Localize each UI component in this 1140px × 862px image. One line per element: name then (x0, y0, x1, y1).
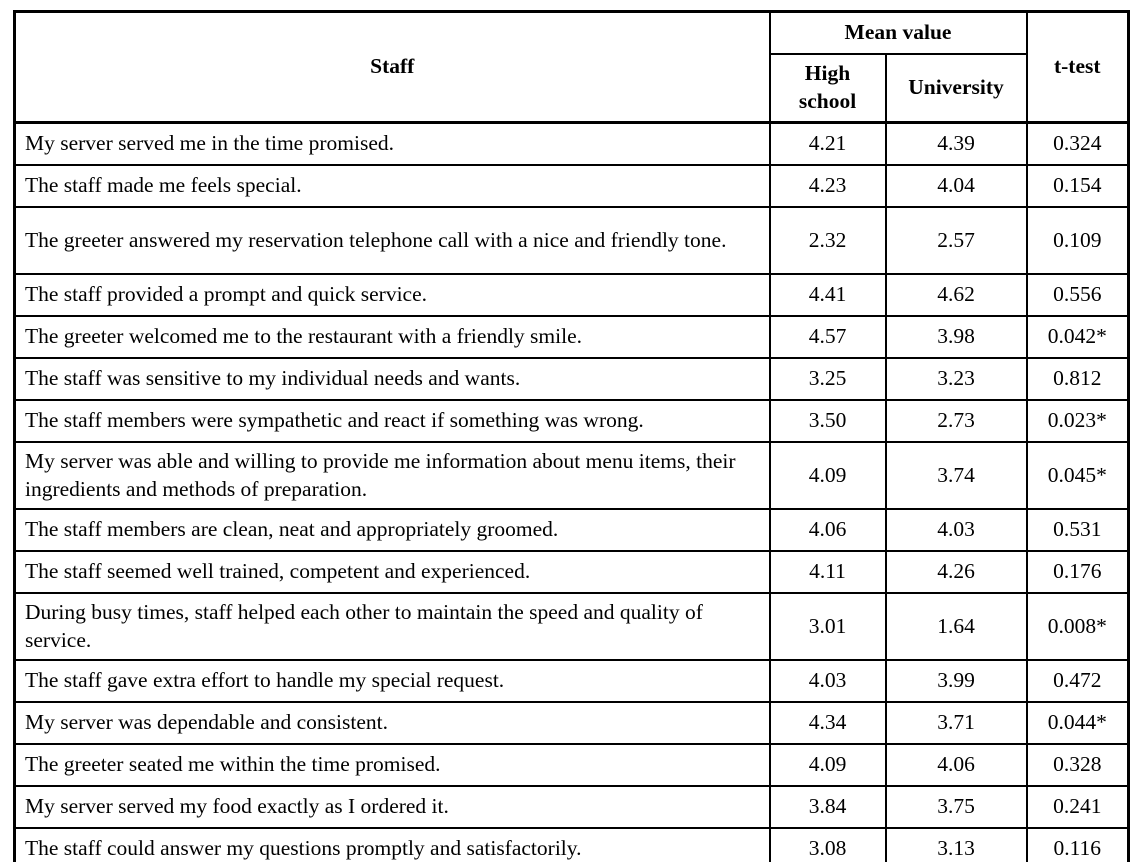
statement-cell: My server served my food exactly as I or… (13, 785, 771, 829)
university-cell: 3.13 (884, 827, 1028, 862)
statement-cell: During busy times, staff helped each oth… (13, 592, 771, 661)
t-test-cell: 0.154 (1025, 164, 1130, 208)
high-school-cell: 2.32 (768, 206, 887, 275)
table-row: During busy times, staff helped each oth… (13, 592, 1130, 661)
table-row: The staff members are clean, neat and ap… (13, 508, 1130, 552)
table-row: My server served my food exactly as I or… (13, 785, 1130, 829)
t-test-cell: 0.116 (1025, 827, 1130, 862)
statement-cell: The staff made me feels special. (13, 164, 771, 208)
university-cell: 3.74 (884, 441, 1028, 510)
university-cell: 4.26 (884, 550, 1028, 594)
header-row-top: Staff Mean value t-test (13, 10, 1130, 124)
high-school-cell: 3.84 (768, 785, 887, 829)
table-row: The staff provided a prompt and quick se… (13, 273, 1130, 317)
high-school-cell: 4.11 (768, 550, 887, 594)
high-school-cell: 4.23 (768, 164, 887, 208)
table-row: The staff gave extra effort to handle my… (13, 659, 1130, 703)
statement-cell: The staff was sensitive to my individual… (13, 357, 771, 401)
university-cell: 2.73 (884, 399, 1028, 443)
high-school-cell: 4.34 (768, 701, 887, 745)
university-cell: 3.98 (884, 315, 1028, 359)
t-test-cell: 0.176 (1025, 550, 1130, 594)
university-cell: 3.99 (884, 659, 1028, 703)
table-row: My server was dependable and consistent.… (13, 701, 1130, 745)
university-cell: 3.75 (884, 785, 1028, 829)
t-test-cell: 0.328 (1025, 743, 1130, 787)
high-school-cell: 4.21 (768, 121, 887, 166)
t-test-cell: 0.008* (1025, 592, 1130, 661)
table-row: The greeter welcomed me to the restauran… (13, 315, 1130, 359)
header-row-sub: High school University (15, 53, 1129, 124)
high-school-cell: 4.09 (768, 743, 887, 787)
statement-cell: The staff provided a prompt and quick se… (13, 273, 771, 317)
statement-cell: The staff members are clean, neat and ap… (13, 508, 771, 552)
university-cell: 1.64 (884, 592, 1028, 661)
table-row: The staff was sensitive to my individual… (13, 357, 1130, 401)
statement-cell: The greeter answered my reservation tele… (13, 206, 771, 275)
t-test-cell: 0.556 (1025, 273, 1130, 317)
statement-cell: The greeter welcomed me to the restauran… (13, 315, 771, 359)
t-test-cell: 0.109 (1025, 206, 1130, 275)
table-row: The staff could answer my questions prom… (13, 827, 1130, 862)
high-school-cell: 3.08 (768, 827, 887, 862)
university-cell: 3.23 (884, 357, 1028, 401)
t-test-cell: 0.044* (1025, 701, 1130, 745)
high-school-cell: 3.01 (768, 592, 887, 661)
statement-cell: The staff seemed well trained, competent… (13, 550, 771, 594)
table-body: My server served me in the time promised… (13, 121, 1130, 862)
column-header-staff: Staff (13, 10, 771, 124)
high-school-cell: 4.03 (768, 659, 887, 703)
university-cell: 2.57 (884, 206, 1028, 275)
university-cell: 4.04 (884, 164, 1028, 208)
column-header-high-school: High school (768, 53, 887, 124)
table-row: The staff seemed well trained, competent… (13, 550, 1130, 594)
university-cell: 4.03 (884, 508, 1028, 552)
column-header-university: University (884, 53, 1028, 124)
statement-cell: The staff could answer my questions prom… (13, 827, 771, 862)
t-test-cell: 0.023* (1025, 399, 1130, 443)
t-test-cell: 0.042* (1025, 315, 1130, 359)
statement-cell: My server was dependable and consistent. (13, 701, 771, 745)
t-test-cell: 0.324 (1025, 121, 1130, 166)
high-school-cell: 4.09 (768, 441, 887, 510)
high-school-cell: 3.25 (768, 357, 887, 401)
t-test-cell: 0.241 (1025, 785, 1130, 829)
table-row: The greeter seated me within the time pr… (13, 743, 1130, 787)
statement-cell: My server served me in the time promised… (13, 121, 771, 166)
university-cell: 4.39 (884, 121, 1028, 166)
university-cell: 3.71 (884, 701, 1028, 745)
column-header-t-test: t-test (1025, 10, 1130, 124)
table-row: My server was able and willing to provid… (13, 441, 1130, 510)
high-school-cell: 3.50 (768, 399, 887, 443)
statement-cell: The greeter seated me within the time pr… (13, 743, 771, 787)
table-row: The staff members were sympathetic and r… (13, 399, 1130, 443)
t-test-cell: 0.812 (1025, 357, 1130, 401)
high-school-cell: 4.41 (768, 273, 887, 317)
staff-ttest-table: Staff Mean value t-test High school Univ… (13, 10, 1130, 862)
university-cell: 4.62 (884, 273, 1028, 317)
university-cell: 4.06 (884, 743, 1028, 787)
table-header: Staff Mean value t-test High school Univ… (13, 10, 1130, 124)
statement-cell: My server was able and willing to provid… (13, 441, 771, 510)
table-row: The staff made me feels special. 4.23 4.04… (13, 164, 1130, 208)
statement-cell: The staff gave extra effort to handle my… (13, 659, 771, 703)
table-row: The greeter answered my reservation tele… (13, 206, 1130, 275)
table-row: My server served me in the time promised… (13, 121, 1130, 166)
high-school-cell: 4.06 (768, 508, 887, 552)
t-test-cell: 0.531 (1025, 508, 1130, 552)
statement-cell: The staff members were sympathetic and r… (13, 399, 771, 443)
column-header-mean-value: Mean value (768, 10, 1028, 55)
high-school-cell: 4.57 (768, 315, 887, 359)
t-test-cell: 0.045* (1025, 441, 1130, 510)
t-test-cell: 0.472 (1025, 659, 1130, 703)
